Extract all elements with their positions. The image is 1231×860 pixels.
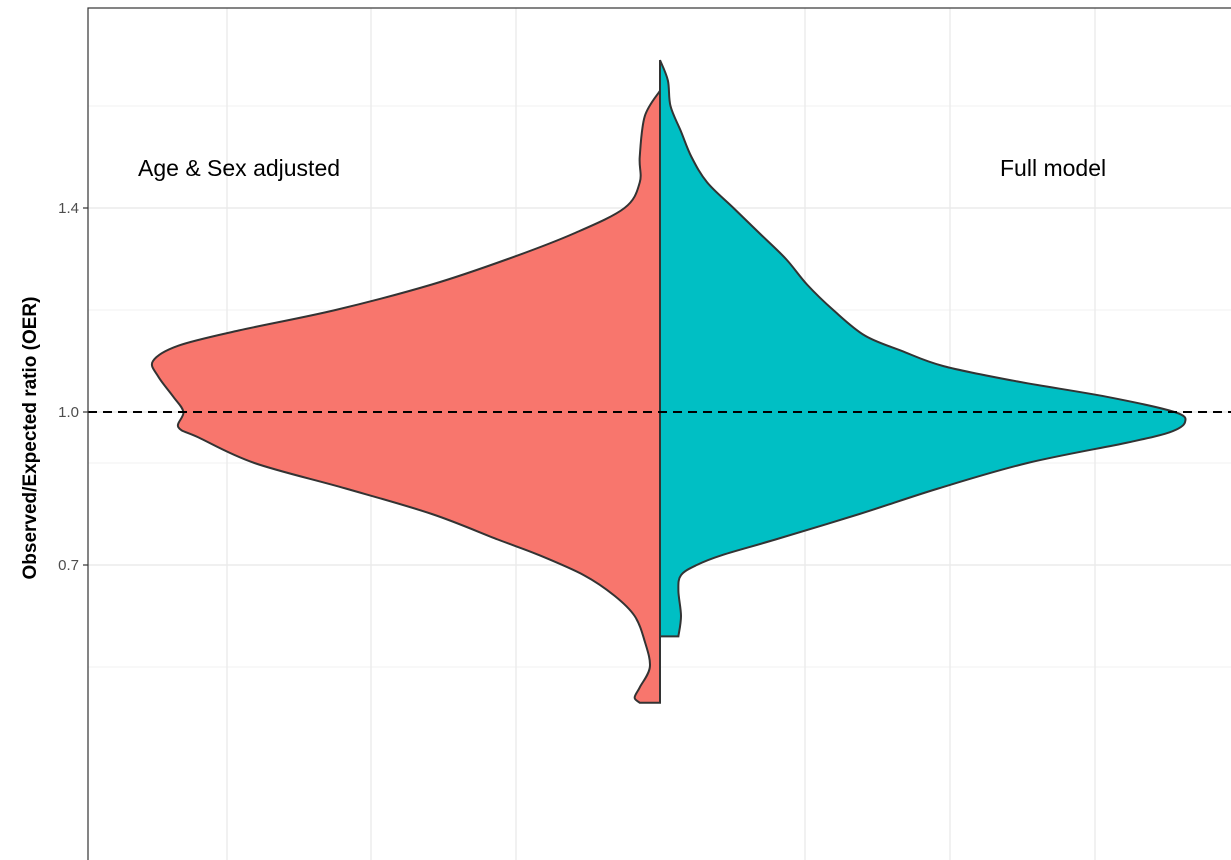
violin-plot [150,59,1187,704]
violin-half-age-sex-adjusted [150,87,661,704]
panel-border [87,7,1231,860]
y-axis: 0.7 1.0 1.4 [58,200,88,574]
annotation-age-sex-adjusted: Age & Sex adjusted [138,155,340,181]
y-tick-label: 1.0 [58,404,79,421]
y-tick-label: 1.4 [58,200,79,217]
y-tick-label: 0.7 [58,557,79,574]
y-axis-label: Observed/Expected ratio (OER) [20,297,41,580]
violin-half-full-model [659,59,1187,638]
annotation-full-model: Full model [1000,155,1106,181]
